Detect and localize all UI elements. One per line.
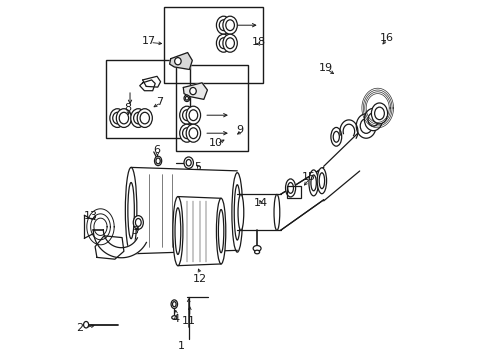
Ellipse shape <box>374 107 384 120</box>
Ellipse shape <box>308 170 318 196</box>
Ellipse shape <box>371 103 387 124</box>
Ellipse shape <box>310 175 316 191</box>
Text: 4: 4 <box>172 314 179 324</box>
Ellipse shape <box>225 20 234 31</box>
Ellipse shape <box>223 34 237 52</box>
Ellipse shape <box>154 156 162 166</box>
Ellipse shape <box>189 128 197 139</box>
Text: 18: 18 <box>251 37 265 48</box>
Ellipse shape <box>330 127 341 146</box>
Ellipse shape <box>119 112 128 124</box>
Ellipse shape <box>285 179 295 197</box>
Ellipse shape <box>156 158 160 164</box>
Ellipse shape <box>182 128 191 139</box>
Ellipse shape <box>360 119 371 133</box>
Text: 12: 12 <box>192 274 206 284</box>
Ellipse shape <box>116 109 131 127</box>
Ellipse shape <box>189 87 196 95</box>
Ellipse shape <box>367 113 378 126</box>
Text: 19: 19 <box>318 63 332 73</box>
Ellipse shape <box>234 185 240 240</box>
Ellipse shape <box>332 131 339 142</box>
Text: 2: 2 <box>76 323 83 333</box>
Text: 1: 1 <box>178 341 184 351</box>
Bar <box>176 65 247 151</box>
Ellipse shape <box>254 250 259 254</box>
Ellipse shape <box>172 302 176 307</box>
Ellipse shape <box>179 106 194 124</box>
Ellipse shape <box>172 197 183 266</box>
Ellipse shape <box>231 173 242 252</box>
Text: 16: 16 <box>379 33 393 43</box>
Bar <box>106 60 190 138</box>
Text: 17: 17 <box>142 36 156 46</box>
Ellipse shape <box>182 110 191 121</box>
Polygon shape <box>323 131 359 201</box>
Ellipse shape <box>83 321 88 328</box>
Polygon shape <box>95 236 123 259</box>
Ellipse shape <box>356 114 375 138</box>
Ellipse shape <box>133 112 142 124</box>
Ellipse shape <box>171 316 177 319</box>
Polygon shape <box>131 167 237 254</box>
Ellipse shape <box>186 124 200 142</box>
Text: 15: 15 <box>302 172 316 182</box>
Ellipse shape <box>223 16 237 34</box>
Text: 13: 13 <box>83 211 97 221</box>
Ellipse shape <box>133 216 143 229</box>
Ellipse shape <box>238 194 244 230</box>
Polygon shape <box>280 167 323 230</box>
Ellipse shape <box>189 110 197 121</box>
Text: 6: 6 <box>152 145 160 156</box>
Ellipse shape <box>183 157 193 168</box>
Ellipse shape <box>185 96 188 100</box>
Text: 3: 3 <box>131 226 138 236</box>
Ellipse shape <box>110 109 125 127</box>
Bar <box>163 7 262 83</box>
Ellipse shape <box>253 246 261 251</box>
Ellipse shape <box>319 173 324 189</box>
Ellipse shape <box>225 38 234 49</box>
Text: 10: 10 <box>208 138 222 148</box>
Polygon shape <box>93 230 146 258</box>
Ellipse shape <box>216 16 230 34</box>
Ellipse shape <box>135 219 141 226</box>
Ellipse shape <box>140 112 149 124</box>
Ellipse shape <box>137 109 152 127</box>
Ellipse shape <box>219 20 227 31</box>
Ellipse shape <box>186 106 200 124</box>
Text: 5: 5 <box>194 162 201 172</box>
Ellipse shape <box>186 159 191 166</box>
Ellipse shape <box>171 300 177 309</box>
Polygon shape <box>178 197 221 266</box>
Ellipse shape <box>216 34 230 52</box>
Ellipse shape <box>287 183 293 193</box>
Ellipse shape <box>125 167 137 254</box>
Polygon shape <box>237 194 280 230</box>
Text: 11: 11 <box>182 316 195 326</box>
Ellipse shape <box>216 198 225 264</box>
Ellipse shape <box>113 112 122 124</box>
Ellipse shape <box>364 108 382 131</box>
Ellipse shape <box>218 210 224 253</box>
Text: 9: 9 <box>236 125 243 135</box>
Ellipse shape <box>179 124 194 142</box>
Ellipse shape <box>183 95 189 102</box>
Text: 7: 7 <box>156 96 163 107</box>
Ellipse shape <box>219 38 227 49</box>
Polygon shape <box>183 83 207 99</box>
Ellipse shape <box>127 183 134 239</box>
Text: 8: 8 <box>123 103 131 113</box>
Bar <box>286 186 301 198</box>
Ellipse shape <box>317 168 326 194</box>
Ellipse shape <box>273 194 279 230</box>
Ellipse shape <box>175 208 181 255</box>
Ellipse shape <box>174 58 181 65</box>
Ellipse shape <box>130 109 145 127</box>
Polygon shape <box>169 53 192 69</box>
Text: 14: 14 <box>253 198 267 208</box>
